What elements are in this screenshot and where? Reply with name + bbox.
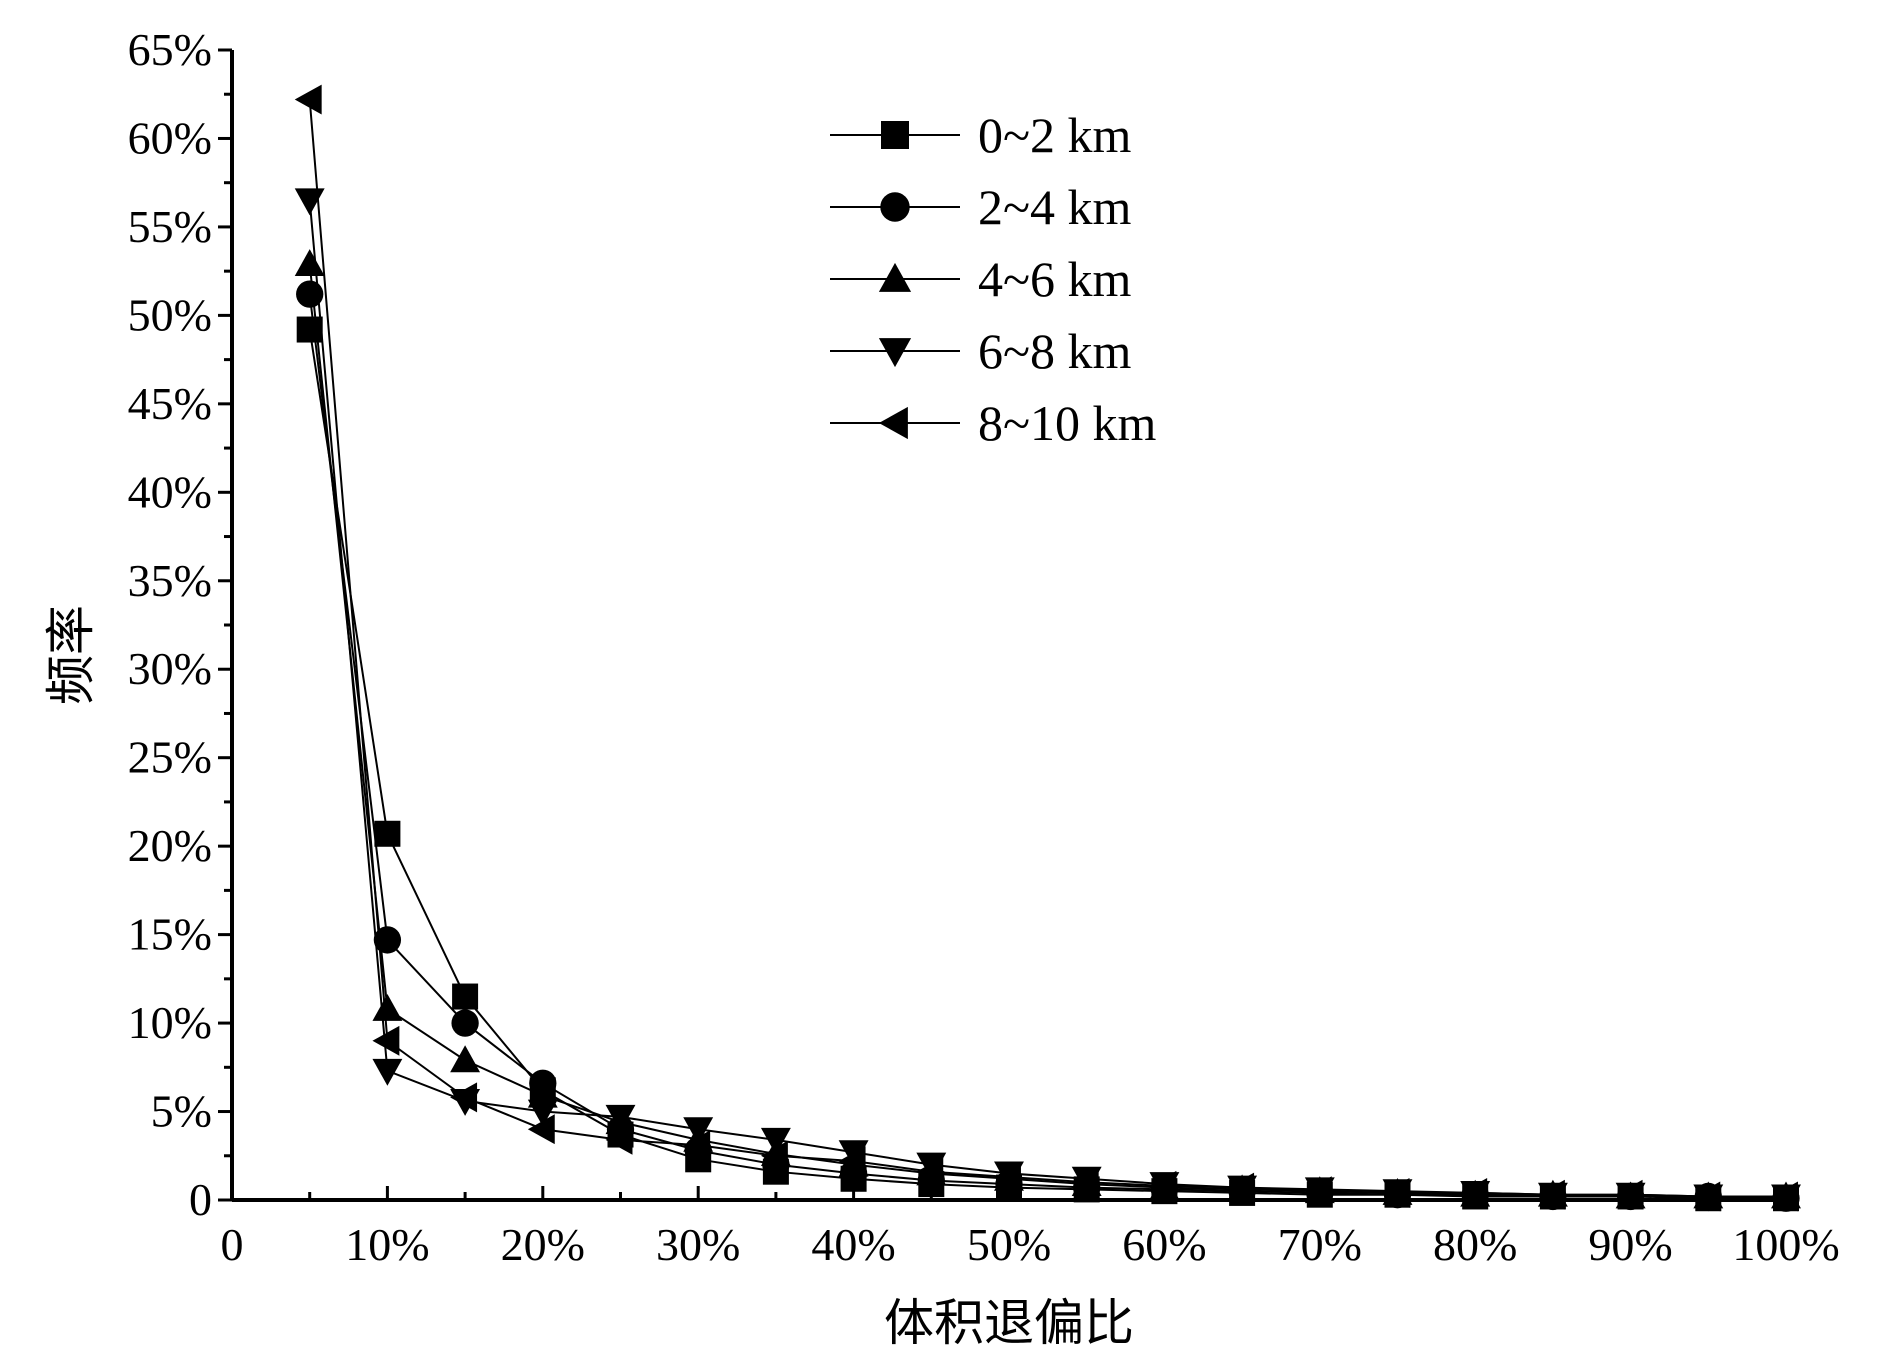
data-point: [1615, 1179, 1643, 1210]
y-tick-label: 65%: [128, 24, 212, 75]
legend-marker: [878, 406, 908, 440]
legend-item: 6~8 km: [830, 323, 1132, 379]
y-tick-label: 50%: [128, 289, 212, 340]
x-tick-label: 70%: [1278, 1219, 1362, 1270]
data-point: [683, 1117, 714, 1145]
series-line: [308, 329, 1786, 1200]
data-point: [1537, 1179, 1565, 1210]
legend-label: 4~6 km: [978, 251, 1132, 307]
data-point: [760, 1140, 788, 1171]
legend-label: 0~2 km: [978, 107, 1132, 163]
x-axis-ticks: 0 10% 20% 30% 40% 50% 60% 70% 80% 90% 100%: [221, 1186, 1840, 1270]
y-tick-label: 10%: [128, 997, 212, 1048]
y-tick-label: 5%: [151, 1086, 212, 1137]
data-point: [527, 1114, 555, 1145]
data-point: [374, 820, 401, 847]
legend-item: 2~4 km: [830, 179, 1132, 235]
x-tick-label: 80%: [1433, 1219, 1517, 1270]
legend-marker: [880, 192, 910, 222]
legend-item: 4~6 km: [830, 251, 1132, 307]
legend-item: 0~2 km: [830, 107, 1132, 163]
data-point: [452, 983, 479, 1010]
x-tick-label: 100%: [1732, 1219, 1839, 1270]
x-tick-label: 20%: [501, 1219, 585, 1270]
data-point: [294, 84, 322, 115]
x-tick-label: 60%: [1122, 1219, 1206, 1270]
data-point: [372, 1058, 403, 1086]
legend-marker: [878, 338, 912, 368]
x-tick-label: 50%: [967, 1219, 1051, 1270]
y-tick-label: 25%: [128, 732, 212, 783]
x-tick-label: 0: [221, 1219, 244, 1270]
data-point: [372, 1025, 400, 1056]
data-point: [296, 316, 323, 343]
data-point: [1693, 1181, 1721, 1212]
data-point: [683, 1130, 711, 1161]
legend-item: 8~10 km: [830, 395, 1157, 451]
data-point: [916, 1156, 944, 1187]
data-point: [1227, 1172, 1255, 1203]
y-tick-label: 15%: [128, 909, 212, 960]
data-point: [450, 1082, 478, 1113]
data-point: [605, 1104, 636, 1132]
data-point: [1771, 1181, 1798, 1212]
data-point: [760, 1127, 791, 1155]
data-point: [1071, 1167, 1099, 1198]
legend-label: 6~8 km: [978, 323, 1132, 379]
legend-label: 8~10 km: [978, 395, 1157, 451]
y-tick-label: 40%: [128, 466, 212, 517]
x-tick-label: 40%: [811, 1219, 895, 1270]
data-point: [372, 993, 403, 1021]
data-point: [605, 1124, 633, 1155]
y-tick-label: 30%: [128, 643, 212, 694]
data-point: [451, 1009, 479, 1037]
y-axis-title: 频率: [42, 605, 100, 705]
legend-marker: [881, 121, 909, 149]
series-triangle-left: [294, 84, 1798, 1212]
y-tick-label: 55%: [128, 201, 212, 252]
x-tick-label: 10%: [345, 1219, 429, 1270]
y-tick-label: 20%: [128, 820, 212, 871]
data-point: [527, 1099, 558, 1127]
legend-marker: [878, 262, 912, 292]
legend: 0~2 km 2~4 km 4~6 km 6~8 km 8~10 km: [830, 107, 1157, 451]
data-point: [1149, 1170, 1177, 1201]
y-tick-label: 0: [189, 1174, 212, 1225]
y-tick-label: 45%: [128, 378, 212, 429]
legend-label: 2~4 km: [978, 179, 1132, 235]
data-point: [838, 1146, 866, 1177]
data-point: [450, 1045, 481, 1073]
x-axis-title: 体积退偏比: [884, 1294, 1134, 1352]
data-point: [294, 188, 325, 216]
y-axis-ticks: 0 5% 10% 15% 20% 25% 30% 35% 40% 45% 50% 55% 60% 65%: [128, 24, 232, 1225]
x-tick-label: 90%: [1588, 1219, 1672, 1270]
y-tick-label: 35%: [128, 555, 212, 606]
series-layer: [294, 84, 1801, 1212]
data-point: [294, 249, 325, 277]
y-tick-label: 60%: [128, 112, 212, 163]
data-point: [994, 1162, 1021, 1192]
x-tick-label: 30%: [656, 1219, 740, 1270]
